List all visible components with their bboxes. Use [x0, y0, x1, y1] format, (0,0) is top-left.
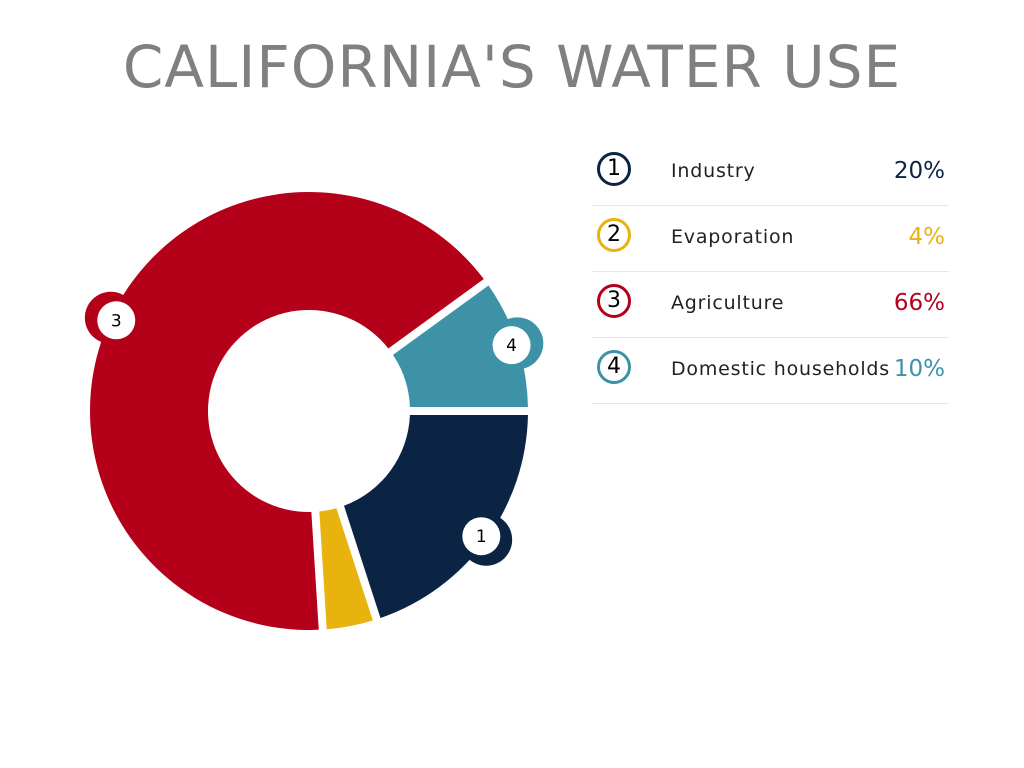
slice-badge-icon: 1 — [460, 513, 513, 566]
donut-slice-agriculture — [89, 191, 484, 630]
slice-badge-center — [492, 326, 531, 365]
legend-row-agriculture: 3 Agriculture 66% — [592, 272, 949, 338]
legend-label: Industry — [671, 160, 756, 182]
legend-badge-icon: 1 — [597, 152, 631, 186]
slice-badge-center — [462, 517, 501, 556]
legend-percentage: 10% — [893, 356, 945, 382]
slice-badge-icon: 4 — [491, 317, 544, 370]
slice-badge-number: 3 — [111, 311, 122, 331]
chart-title: CALIFORNIA'S WATER USE — [122, 33, 902, 101]
slice-badges-layer: 1 3 4 — [84, 291, 544, 566]
legend-percentage: 20% — [893, 158, 945, 184]
donut-slice-evaporation — [319, 508, 373, 630]
legend-row-industry: 1 Industry 20% — [592, 140, 949, 206]
legend-badge-icon: 2 — [597, 218, 631, 252]
donut-slice-domestic-households — [393, 285, 528, 407]
legend-label: Evaporation — [671, 226, 795, 248]
slice-badge-number: 4 — [506, 336, 517, 356]
slice-badge-icon: 3 — [84, 291, 137, 344]
legend-row-evaporation: 2 Evaporation 4% — [592, 206, 949, 272]
legend-row-domestic-households: 4 Domestic households 10% — [592, 338, 949, 404]
donut-chart: 1 3 4 — [84, 191, 544, 630]
donut-slice-industry — [343, 415, 528, 619]
legend-label: Domestic households — [671, 358, 890, 380]
legend-label: Agriculture — [671, 292, 785, 314]
legend-badge-icon: 4 — [597, 350, 631, 384]
legend-percentage: 4% — [908, 224, 946, 250]
legend-percentage: 66% — [893, 290, 945, 316]
slice-badge-number: 1 — [476, 527, 487, 547]
slices-layer — [89, 191, 528, 630]
legend: 1 Industry 20% 2 Evaporation 4% 3 Agricu… — [592, 140, 949, 404]
legend-badge-icon: 3 — [597, 284, 631, 318]
slice-badge-center — [97, 301, 136, 340]
